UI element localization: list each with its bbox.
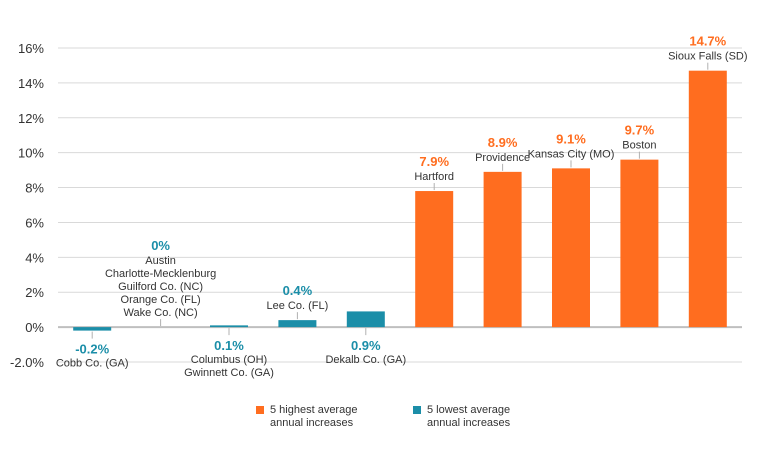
bar xyxy=(278,320,317,328)
bar xyxy=(73,327,112,331)
y-tick-label: 0% xyxy=(25,320,44,335)
y-tick-label: 6% xyxy=(25,215,44,230)
bar xyxy=(688,70,727,328)
value-label: 9.1% xyxy=(556,131,586,146)
category-label: Columbus (OH) xyxy=(191,354,267,366)
y-tick-label: 14% xyxy=(18,76,44,91)
y-tick-label: 2% xyxy=(25,285,44,300)
bar xyxy=(415,191,454,328)
value-label: 0.9% xyxy=(351,338,381,353)
legend-label-lowest: 5 lowest average annual increases xyxy=(427,404,511,429)
value-label: 8.9% xyxy=(488,135,518,150)
category-label: Charlotte-Mecklenburg xyxy=(105,268,216,280)
gridlines xyxy=(58,47,742,363)
bar xyxy=(210,325,248,328)
legend-swatch-lowest xyxy=(413,406,421,414)
y-tick-label: -2.0% xyxy=(10,355,44,370)
category-label: Gwinnett Co. (GA) xyxy=(184,367,274,379)
category-label: Cobb Co. (GA) xyxy=(56,358,129,370)
category-label: Dekalb Co. (GA) xyxy=(325,354,406,366)
category-label: Sioux Falls (SD) xyxy=(668,51,747,63)
bars xyxy=(73,70,727,331)
value-label: 7.9% xyxy=(419,154,449,169)
category-label: Boston xyxy=(622,140,656,152)
value-label: 9.7% xyxy=(625,123,655,138)
y-tick-label: 10% xyxy=(18,146,44,161)
value-label: 0% xyxy=(151,238,170,253)
bar xyxy=(346,311,385,328)
value-label: 0.1% xyxy=(214,338,244,353)
y-tick-label: 12% xyxy=(18,111,44,126)
value-label: -0.2% xyxy=(75,342,109,357)
y-tick-label: 16% xyxy=(18,41,44,56)
category-label: Hartford xyxy=(414,171,454,183)
category-label: Wake Co. (NC) xyxy=(124,307,198,319)
y-tick-label: 4% xyxy=(25,250,44,265)
category-label: Kansas City (MO) xyxy=(528,148,615,160)
bar xyxy=(483,171,522,328)
y-tick-label: 8% xyxy=(25,181,44,196)
y-axis: -2.0% 0% 2% 4% 6% 8% 10% 12% 14% 16% xyxy=(10,41,44,370)
legend-swatch-highest xyxy=(256,406,264,414)
legend-item-highest: 5 highest average annual increases xyxy=(256,404,370,430)
legend-item-lowest: 5 lowest average annual increases xyxy=(413,404,527,430)
bar xyxy=(620,159,659,328)
category-label: Guilford Co. (NC) xyxy=(118,281,203,293)
value-label: 14.7% xyxy=(689,34,726,49)
bar xyxy=(552,168,590,328)
data-labels: -0.2%Cobb Co. (GA) Wake Co. (NC)Orange Co… xyxy=(56,34,748,379)
value-label: 0.4% xyxy=(283,283,313,298)
legend-label-highest: 5 highest average annual increases xyxy=(270,404,358,429)
category-label: Austin xyxy=(145,255,176,267)
category-label: Lee Co. (FL) xyxy=(267,300,329,312)
category-label: Providence xyxy=(475,152,530,164)
category-label: Orange Co. (FL) xyxy=(121,294,201,306)
